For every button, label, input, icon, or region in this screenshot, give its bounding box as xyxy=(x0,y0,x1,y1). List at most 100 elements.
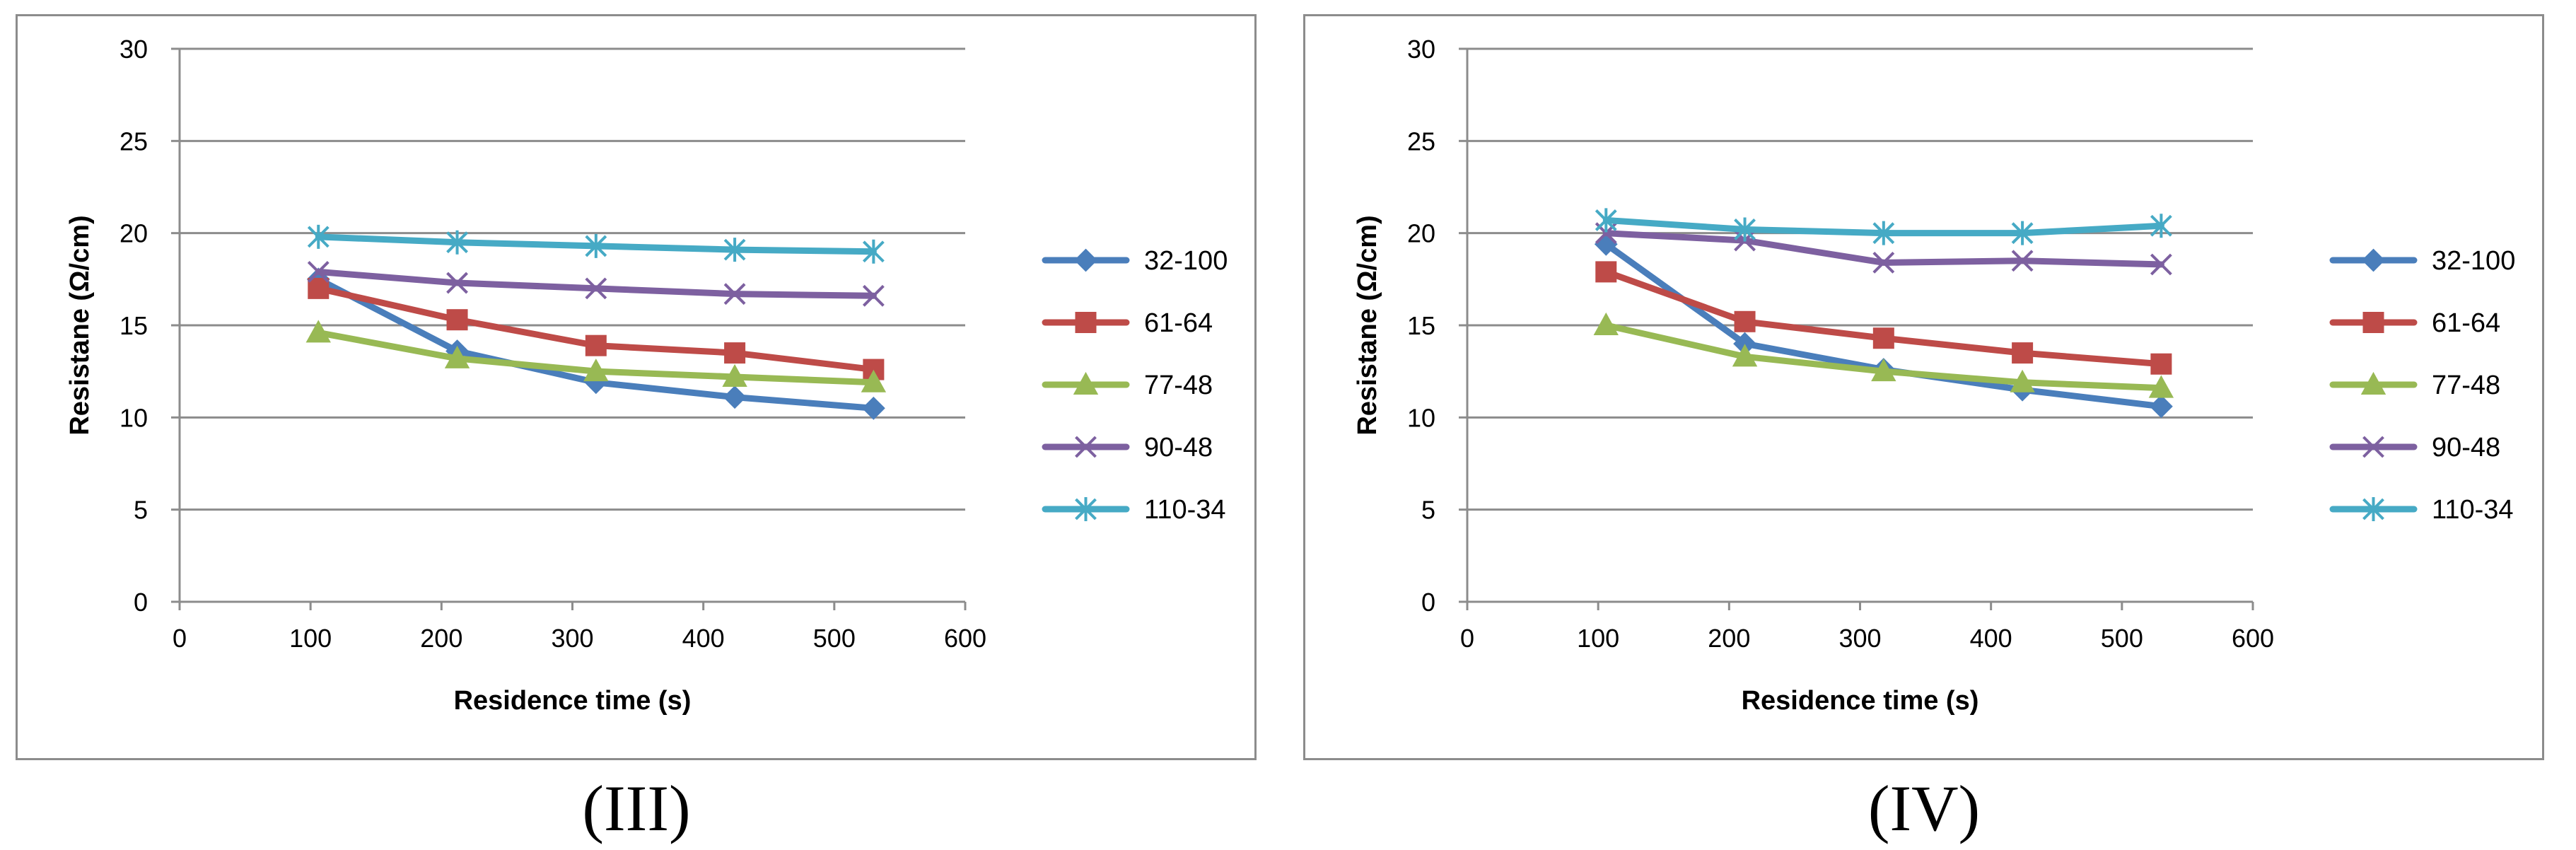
series-90-48 xyxy=(1595,222,2172,276)
data-point xyxy=(307,224,330,249)
legend-marker xyxy=(1075,436,1097,458)
data-point xyxy=(446,230,468,255)
x-tick-label: 0 xyxy=(1460,624,1474,653)
data-point xyxy=(583,359,609,382)
data-point xyxy=(862,284,885,307)
y-tick-label: 10 xyxy=(120,403,148,432)
x-tick-label: 200 xyxy=(420,624,462,653)
legend-label: 110-34 xyxy=(1144,495,1226,525)
series-line xyxy=(315,285,877,373)
data-point xyxy=(1595,261,1617,283)
legend-label: 90-48 xyxy=(2432,433,2500,462)
data-point xyxy=(1871,359,1896,382)
chart-panel-iv: 0 5 10 15 20 25 30 0 100 200 300 400 500 600 Residence… xyxy=(1288,0,2575,850)
x-tick-label: 100 xyxy=(289,624,332,653)
legend-item: 32-100 xyxy=(1042,246,1228,276)
y-tick-label: 30 xyxy=(120,35,148,64)
x-tick-label: 300 xyxy=(551,624,593,653)
data-point xyxy=(724,342,746,364)
data-point xyxy=(444,345,470,368)
series-61-64 xyxy=(308,277,885,380)
series-line xyxy=(315,268,877,299)
legend-label: 32-100 xyxy=(2432,246,2515,276)
series-77-48 xyxy=(1593,312,2174,398)
data-point xyxy=(1872,251,1895,274)
x-tick-label: 600 xyxy=(2232,624,2274,653)
series-90-48 xyxy=(307,260,885,307)
data-point xyxy=(722,363,747,387)
legend-item: 90-48 xyxy=(2329,433,2500,462)
y-tick-label: 20 xyxy=(120,219,148,248)
legend-label: 77-48 xyxy=(1144,371,1213,400)
legend-marker xyxy=(2362,497,2384,521)
data-point xyxy=(585,277,607,300)
data-point xyxy=(723,385,747,409)
y-tick-label: 15 xyxy=(120,311,148,340)
series-110-34 xyxy=(307,224,885,264)
legend-marker xyxy=(1074,248,1097,272)
legend-label: 32-100 xyxy=(1144,246,1228,276)
y-axis-title: Resistane (Ω/cm) xyxy=(65,215,95,435)
data-point xyxy=(2150,353,2172,375)
y-tick-label: 20 xyxy=(1407,219,1435,248)
legend-marker xyxy=(1075,497,1097,521)
series-110-34 xyxy=(1595,208,2172,245)
data-point xyxy=(861,369,887,392)
x-tick-label: 200 xyxy=(1708,624,1750,653)
legend-marker xyxy=(2360,371,2386,395)
x-tick-label: 600 xyxy=(944,624,986,653)
legend-marker xyxy=(1075,312,1097,333)
y-tick-label: 0 xyxy=(134,588,148,617)
legend-label: 61-64 xyxy=(1144,308,1213,338)
legend-item: 32-100 xyxy=(2329,246,2515,276)
x-tick-label: 400 xyxy=(1970,624,2012,653)
y-tick-label: 0 xyxy=(1421,588,1435,617)
panel-label: (IV) xyxy=(1867,772,1981,844)
legend-item: 110-34 xyxy=(1042,495,1226,525)
legend-item: 77-48 xyxy=(2329,371,2500,400)
legend-marker xyxy=(2362,248,2385,272)
data-point xyxy=(1872,327,1894,349)
series-line xyxy=(1602,268,2164,368)
data-point xyxy=(1732,344,1758,367)
legend-label: 90-48 xyxy=(1144,433,1213,462)
x-tick-label: 500 xyxy=(813,624,856,653)
x-tick-label: 0 xyxy=(173,624,187,653)
legend-item: 110-34 xyxy=(2329,495,2514,525)
panel-label: (III) xyxy=(582,772,691,844)
legend-marker xyxy=(2362,312,2384,333)
legend-label: 110-34 xyxy=(2432,495,2514,525)
data-point xyxy=(305,320,331,343)
x-tick-label: 400 xyxy=(682,624,725,653)
legend-item: 90-48 xyxy=(1042,433,1213,462)
data-point xyxy=(2011,221,2034,245)
legend-item: 77-48 xyxy=(1042,371,1213,400)
x-axis-title: Residence time (s) xyxy=(454,686,692,716)
data-point xyxy=(723,238,746,262)
data-point xyxy=(2011,250,2034,272)
y-tick-label: 5 xyxy=(134,496,148,525)
data-point xyxy=(2149,395,2173,419)
x-tick-label: 300 xyxy=(1838,624,1881,653)
series-77-48 xyxy=(305,320,887,392)
chart-panel-iii: 0 5 10 15 20 25 30 0 100 200 300 400 500 600 Residence… xyxy=(16,14,1257,844)
data-point xyxy=(2012,342,2034,364)
data-point xyxy=(2150,214,2172,238)
series-61-64 xyxy=(1595,261,2172,375)
y-tick-label: 10 xyxy=(1407,403,1435,432)
y-tick-label: 5 xyxy=(1421,496,1435,525)
data-point xyxy=(446,272,468,294)
data-point xyxy=(2148,375,2174,398)
y-tick-label: 30 xyxy=(1407,35,1435,64)
data-point xyxy=(308,277,330,299)
legend-label: 61-64 xyxy=(2432,308,2500,338)
data-point xyxy=(1593,312,1619,335)
legend-item: 61-64 xyxy=(2329,308,2500,338)
data-point xyxy=(2150,253,2172,276)
x-tick-label: 100 xyxy=(1577,624,1619,653)
data-point xyxy=(723,283,746,305)
y-tick-label: 25 xyxy=(1407,127,1435,156)
data-point xyxy=(1734,310,1756,332)
